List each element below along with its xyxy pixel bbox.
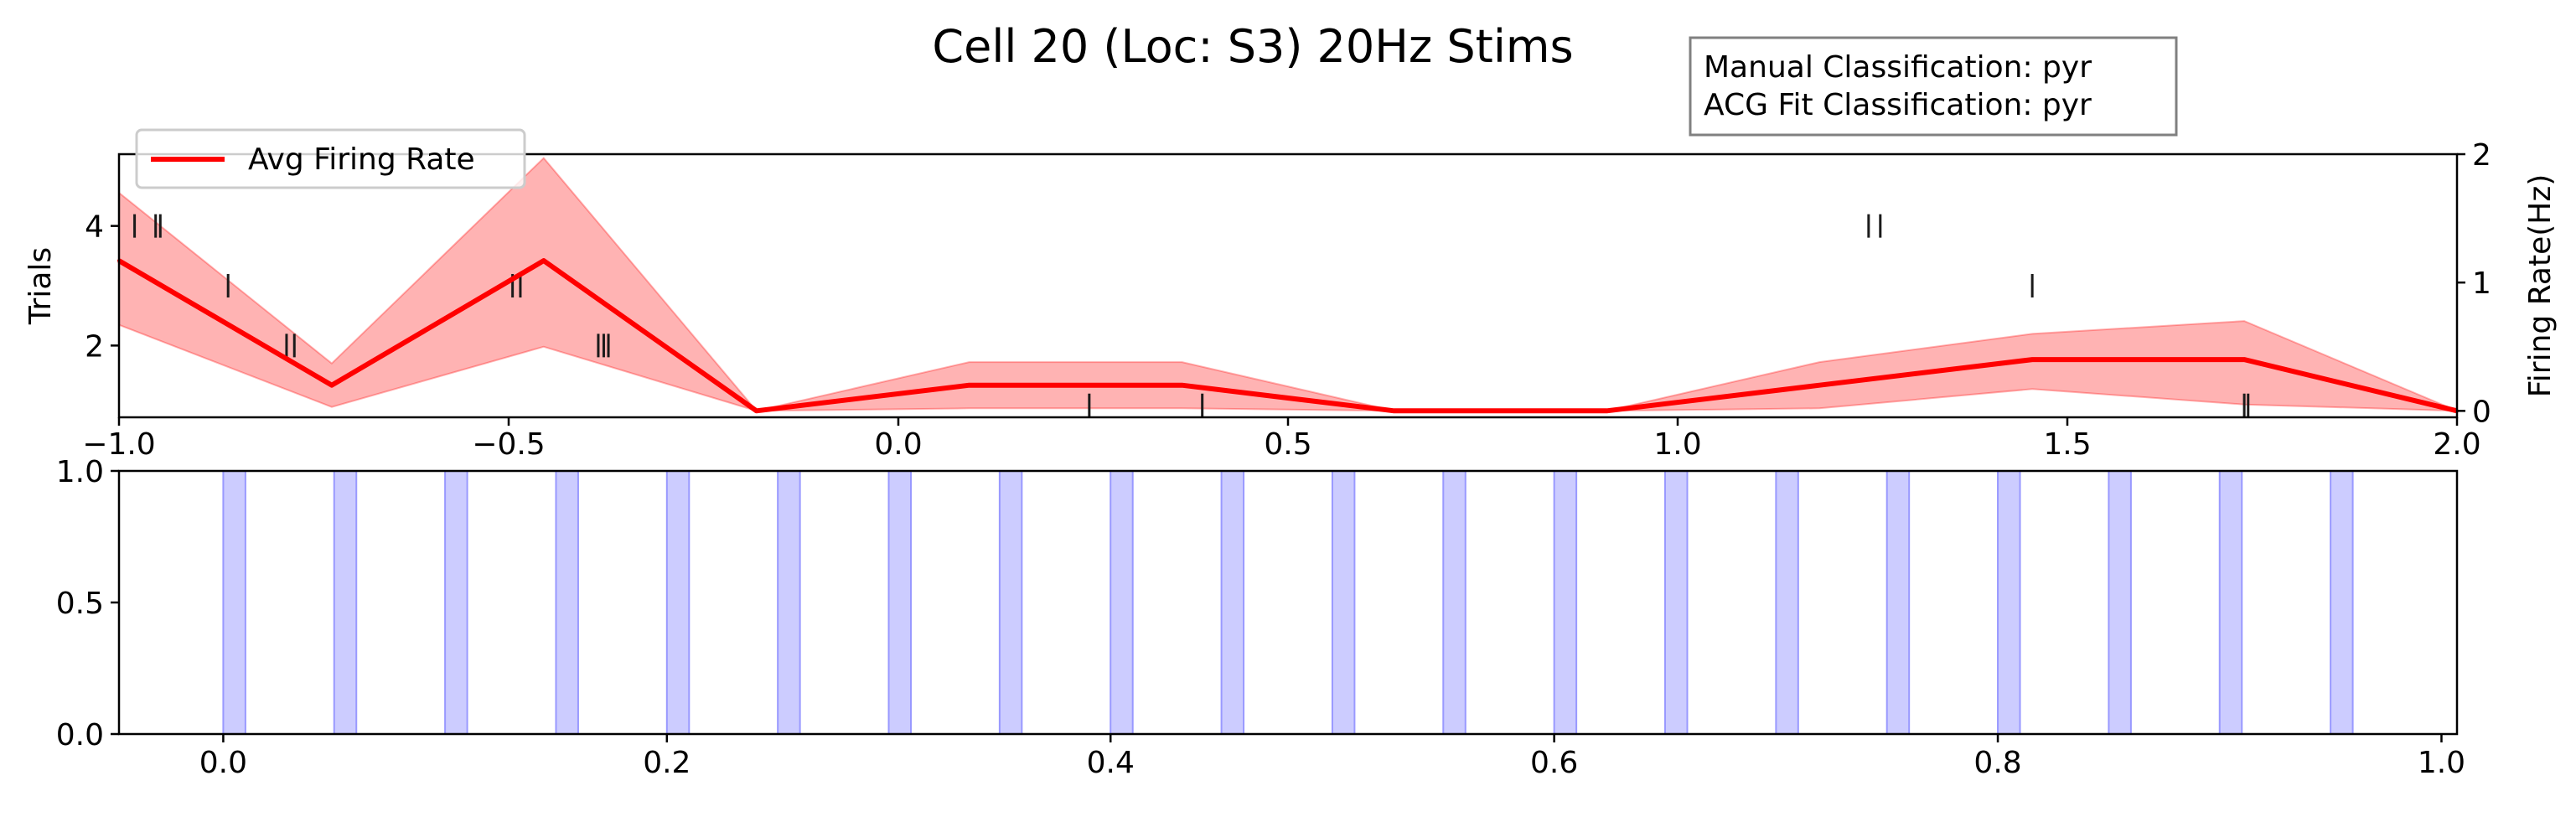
stim-y-tick-label: 0.5 (56, 587, 104, 621)
firing-rate-point (329, 383, 334, 387)
stim-y-tick-label: 1.0 (56, 455, 104, 489)
stim-x-tick-label: 0.2 (643, 746, 691, 780)
x-tick-label: 0.0 (874, 427, 922, 462)
stim-pulse (1553, 470, 1578, 735)
classification-box: Manual Classification: pyr ACG Fit Class… (1689, 36, 2178, 137)
stim-pulse (665, 470, 691, 735)
legend: Avg Firing Rate (135, 128, 526, 189)
legend-label-avg-firing-rate: Avg Firing Rate (248, 142, 475, 177)
manual-classification-text: Manual Classification: pyr (1704, 50, 2092, 85)
firing-rate-band (118, 157, 2458, 412)
stim-pulse (1110, 470, 1134, 735)
x-tick-label: −0.5 (472, 427, 545, 462)
stim-pulse (1664, 470, 1689, 735)
classification-box-frame (1689, 36, 2178, 137)
left-y-tick-label: 4 (85, 210, 104, 245)
x-tick-label: −1.0 (82, 427, 155, 462)
stim-pulse (998, 470, 1023, 735)
stim-x-tick-label: 0.4 (1087, 746, 1135, 780)
stim-pulse (1442, 470, 1466, 735)
right-y-tick-label: 0 (2472, 395, 2491, 429)
raster-rate-plot-area (117, 157, 2459, 417)
stim-pulse (1997, 470, 2021, 735)
stim-plot-area (222, 470, 2354, 735)
firing-rate-point (754, 409, 758, 413)
raster-rate-panel: −1.0 −0.5 0.0 0.5 1.0 1.5 2.0 2 4 0 1 2 Avg Firing … (23, 128, 2558, 462)
stim-x-tick-label: 1.0 (2418, 746, 2465, 780)
firing-rate-point (1392, 409, 1396, 413)
stim-pulse (777, 470, 801, 735)
firing-rate-point (2242, 358, 2247, 362)
stim-pulse (2218, 470, 2243, 735)
x-tick-label: 1.0 (1653, 427, 1701, 462)
right-axis-label: Firing Rate(Hz) (2523, 174, 2558, 398)
firing-rate-point (967, 383, 971, 387)
firing-rate-point (2030, 358, 2035, 362)
figure-title: Cell 20 (Loc: S3) 20Hz Stims (932, 20, 1573, 73)
stim-y-tick-label: 0.0 (56, 718, 104, 752)
stim-x-tick-label: 0.8 (1973, 746, 2021, 780)
raster-rate-axes: −1.0 −0.5 0.0 0.5 1.0 1.5 2.0 2 4 0 1 2 (82, 138, 2491, 462)
firing-rate-point (1818, 383, 1822, 387)
x-tick-label: 0.5 (1264, 427, 1311, 462)
avg-firing-rate-line (117, 258, 2458, 414)
stim-axes: 0.0 0.2 0.4 0.6 0.8 1.0 0.0 0.5 1.0 (56, 455, 2465, 780)
stim-pulse (333, 470, 358, 735)
right-y-tick-label: 2 (2472, 138, 2491, 173)
firing-rate-point (541, 259, 546, 263)
left-axis-label: Trials (23, 247, 58, 325)
stim-pulse (2330, 470, 2354, 735)
stim-panel: 0.0 0.2 0.4 0.6 0.8 1.0 0.0 0.5 1.0 (56, 455, 2465, 780)
stim-pulse (222, 470, 246, 735)
x-tick-label: 2.0 (2433, 427, 2480, 462)
stim-pulse (1331, 470, 1356, 735)
stim-pulse (1220, 470, 1245, 735)
stim-x-tick-label: 0.6 (1530, 746, 1578, 780)
stim-pulse (555, 470, 579, 735)
stim-pulse (444, 470, 468, 735)
legend-frame (135, 128, 526, 189)
stim-pulse (1885, 470, 1911, 735)
right-y-tick-label: 1 (2472, 266, 2491, 301)
stim-pulse (1775, 470, 1799, 735)
stim-pulse (2108, 470, 2132, 735)
stim-pulse (887, 470, 913, 735)
x-tick-label: 1.5 (2043, 427, 2091, 462)
firing-rate-point (1605, 409, 1609, 413)
firing-rate-point (1180, 383, 1184, 387)
stim-x-tick-label: 0.0 (199, 746, 247, 780)
stim-frame (117, 469, 2459, 736)
left-y-tick-label: 2 (85, 329, 104, 364)
acg-classification-text: ACG Fit Classification: pyr (1704, 88, 2092, 122)
